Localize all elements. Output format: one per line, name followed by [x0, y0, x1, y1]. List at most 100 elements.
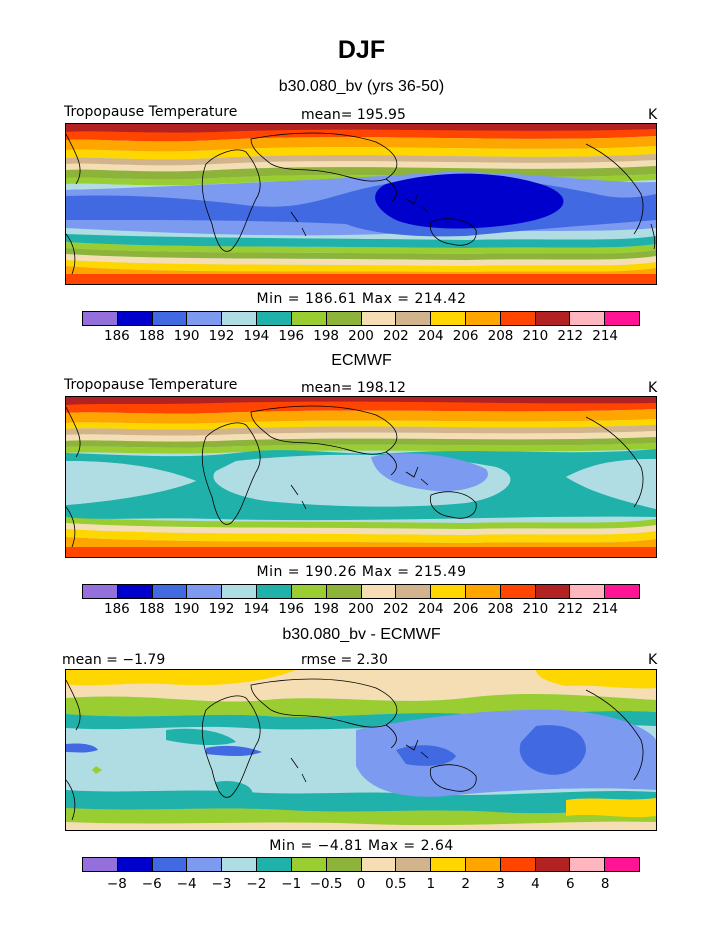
- colorbar-swatch: [187, 858, 223, 871]
- colorbar-swatch: [326, 585, 362, 598]
- panel-2-min-max: Min = 190.26 Max = 215.49: [256, 564, 467, 580]
- colorbar-tick-label: 196: [278, 328, 305, 344]
- colorbar-swatch: [465, 312, 501, 325]
- colorbar-tick-label: 4: [531, 876, 540, 892]
- colorbar-swatch: [500, 312, 536, 325]
- colorbar-tick-label: 210: [522, 328, 549, 344]
- colorbar-swatch: [361, 312, 397, 325]
- colorbar-swatch: [465, 585, 501, 598]
- colorbar-swatch: [83, 312, 118, 325]
- colorbar-swatch: [117, 585, 153, 598]
- colorbar-tick-label: −3: [211, 876, 232, 892]
- colorbar-swatch: [187, 312, 223, 325]
- colorbar-tick-label: 188: [138, 601, 165, 617]
- colorbar-swatch: [291, 585, 327, 598]
- colorbar-tick-label: 186: [103, 328, 130, 344]
- colorbar-swatch: [257, 312, 292, 325]
- colorbar-tick-label: 212: [557, 601, 584, 617]
- colorbar-tick-label: 190: [173, 328, 200, 344]
- colorbar-swatch: [500, 858, 536, 871]
- colorbar-tick-label: 208: [487, 328, 514, 344]
- colorbar-swatch: [152, 312, 188, 325]
- panel-3-title: b30.080_bv - ECMWF: [282, 626, 441, 643]
- colorbar-tick-label: 190: [173, 601, 200, 617]
- colorbar-tick-label: 194: [243, 328, 270, 344]
- panel-1-units-label: K: [648, 107, 658, 123]
- colorbar-tick-label: 8: [600, 876, 610, 892]
- colorbar-tick-label: 1: [426, 876, 436, 892]
- colorbar-tick-label: 200: [348, 328, 374, 344]
- colorbar-tick-label: 194: [243, 601, 270, 617]
- colorbar-swatch: [605, 312, 639, 325]
- colorbar-swatch: [222, 312, 258, 325]
- panel-2-title: ECMWF: [331, 352, 392, 369]
- panel-3-map: [65, 669, 657, 831]
- colorbar-tick-label: −8: [106, 876, 127, 892]
- colorbar-swatch: [431, 312, 466, 325]
- colorbar-tick-label: 0: [356, 876, 366, 892]
- colorbar-swatch: [257, 585, 292, 598]
- colorbar-tick-label: 208: [487, 601, 514, 617]
- colorbar-tick-label: 210: [522, 601, 549, 617]
- colorbar-swatch: [605, 858, 639, 871]
- colorbar-tick-label: 2: [461, 876, 470, 892]
- panel-2-map: [65, 396, 657, 558]
- colorbar-tick-label: 204: [417, 601, 444, 617]
- colorbar-tick-label: 3: [496, 876, 505, 892]
- colorbar-swatch: [83, 858, 118, 871]
- colorbar-swatch: [570, 585, 606, 598]
- colorbar-tick-label: 6: [565, 876, 575, 892]
- colorbar-swatch: [570, 858, 606, 871]
- colorbar-tick-label: 196: [278, 601, 305, 617]
- panel-1-variable-label: Tropopause Temperature: [64, 104, 238, 120]
- colorbar-swatch: [431, 858, 466, 871]
- colorbar-tick-label: 206: [452, 601, 479, 617]
- colorbar-tick-label: 202: [382, 328, 409, 344]
- panel-2-mean-label: mean= 198.12: [301, 380, 406, 396]
- colorbar-tick-label: −4: [176, 876, 197, 892]
- colorbar-tick-label: 204: [417, 328, 444, 344]
- panel-3-colorbar-ticks: −8 −6 −4 −3 −2 −1 −0.5 0 0.5 1 2 3 4 6 8: [82, 876, 640, 892]
- colorbar-swatch: [117, 858, 153, 871]
- colorbar-swatch: [117, 312, 153, 325]
- colorbar-swatch: [361, 585, 397, 598]
- colorbar-tick-label: 0.5: [385, 876, 407, 892]
- colorbar-swatch: [465, 858, 501, 871]
- colorbar-tick-label: −6: [141, 876, 162, 892]
- colorbar-tick-label: 198: [313, 328, 340, 344]
- colorbar-swatch: [222, 585, 258, 598]
- colorbar-swatch: [535, 585, 571, 598]
- panel-3-mean-label: mean = −1.79: [62, 652, 166, 668]
- colorbar-swatch: [431, 585, 466, 598]
- colorbar-tick-label: 198: [313, 601, 340, 617]
- colorbar-tick-label: −1: [281, 876, 302, 892]
- colorbar-swatch: [535, 312, 571, 325]
- colorbar-swatch: [291, 312, 327, 325]
- colorbar-swatch: [500, 585, 536, 598]
- colorbar-swatch: [152, 585, 188, 598]
- colorbar-swatch: [361, 858, 397, 871]
- colorbar-tick-label: −2: [246, 876, 267, 892]
- colorbar-tick-label: 212: [557, 328, 584, 344]
- panel-2-variable-label: Tropopause Temperature: [64, 377, 238, 393]
- colorbar-swatch: [326, 312, 362, 325]
- panel-1-min-max: Min = 186.61 Max = 214.42: [256, 291, 467, 307]
- colorbar-swatch: [152, 858, 188, 871]
- colorbar-swatch: [570, 312, 606, 325]
- colorbar-tick-label: 214: [592, 328, 619, 344]
- panel-1-mean-label: mean= 195.95: [301, 107, 406, 123]
- panel-1-colorbar-ticks: 186 188 190 192 194 196 198 200 202 204 206 208 210 2…: [82, 328, 640, 344]
- colorbar-swatch: [291, 858, 327, 871]
- colorbar-tick-label: 214: [592, 601, 619, 617]
- colorbar-swatch: [257, 858, 292, 871]
- colorbar-tick-label: 200: [348, 601, 374, 617]
- panel-1-map: [65, 123, 657, 285]
- page-title: DJF: [337, 36, 386, 64]
- colorbar-swatch: [326, 858, 362, 871]
- colorbar-swatch: [535, 858, 571, 871]
- panel-3-min-max: Min = −4.81 Max = 2.64: [269, 838, 454, 854]
- colorbar-swatch: [396, 858, 432, 871]
- panel-3-rmse-label: rmse = 2.30: [301, 652, 388, 668]
- colorbar-tick-label: 186: [103, 601, 130, 617]
- panel-3-units-label: K: [648, 652, 658, 668]
